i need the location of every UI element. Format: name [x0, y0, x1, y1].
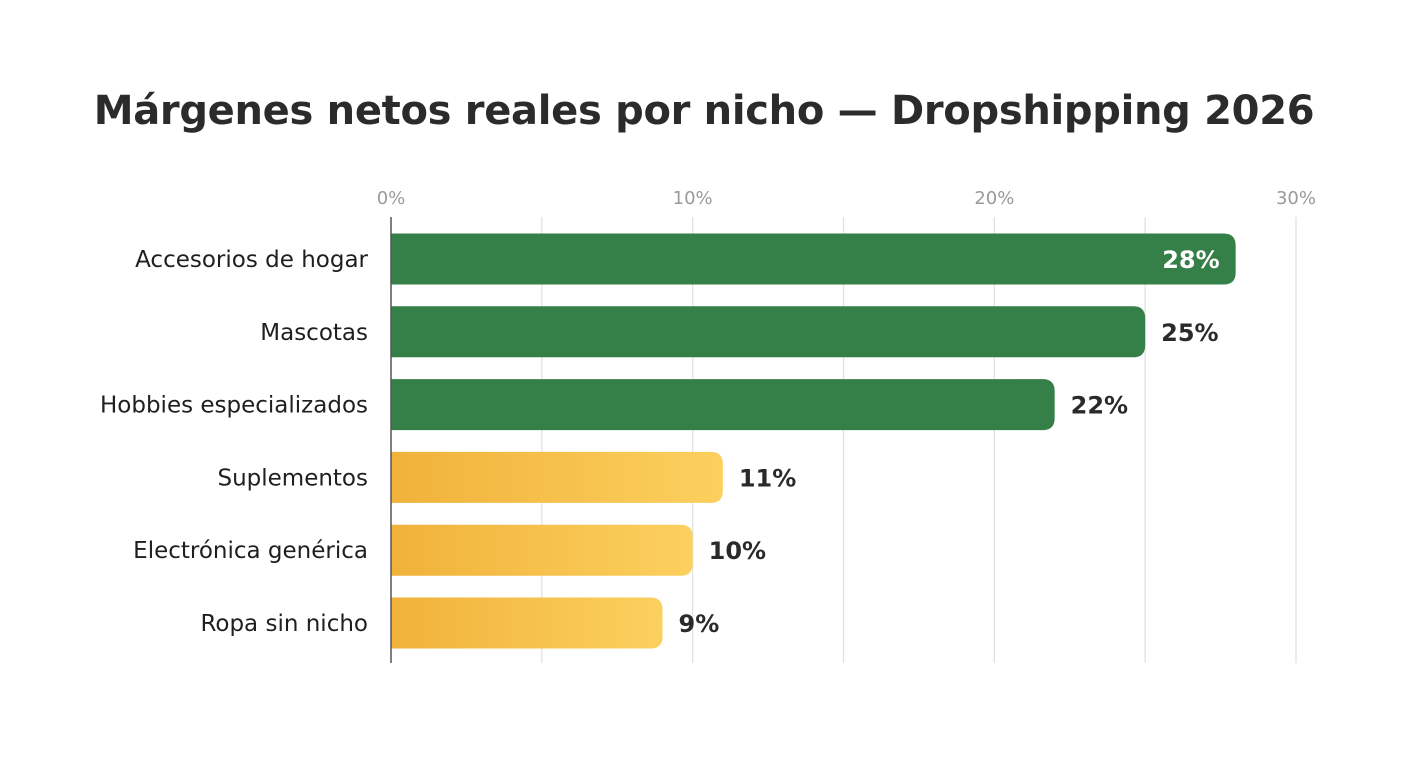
value-labels: 28% 25% 22% 11% 10% 9% [679, 246, 1220, 638]
value-label: 11% [739, 464, 796, 492]
category-label: Accesorios de hogar [135, 247, 368, 273]
category-label: Electrónica genérica [133, 538, 368, 564]
value-label: 10% [709, 537, 766, 565]
category-labels: Accesorios de hogar Mascotas Hobbies espec… [100, 247, 369, 637]
grid-lines [541, 217, 1297, 663]
value-label: 22% [1071, 392, 1128, 420]
x-tick-label: 0% [377, 188, 406, 209]
bar [391, 451, 723, 503]
bars [391, 233, 1236, 649]
bar [391, 233, 1236, 285]
category-label: Ropa sin nicho [200, 611, 368, 637]
x-tick-label: 10% [673, 188, 713, 209]
category-label: Suplementos [217, 465, 368, 491]
x-axis-ticks: 0% 10% 20% 30% [377, 188, 1316, 209]
bar [391, 524, 693, 576]
value-label: 28% [1162, 246, 1219, 274]
x-tick-label: 30% [1276, 188, 1316, 209]
x-tick-label: 20% [974, 188, 1014, 209]
bar [391, 379, 1055, 431]
category-label: Mascotas [260, 320, 368, 346]
bar [391, 306, 1146, 358]
bar [391, 597, 663, 649]
chart-title: Márgenes netos reales por nicho — Dropsh… [93, 88, 1315, 134]
category-label: Hobbies especializados [100, 393, 368, 419]
value-label: 25% [1161, 319, 1218, 347]
value-label: 9% [679, 610, 720, 638]
